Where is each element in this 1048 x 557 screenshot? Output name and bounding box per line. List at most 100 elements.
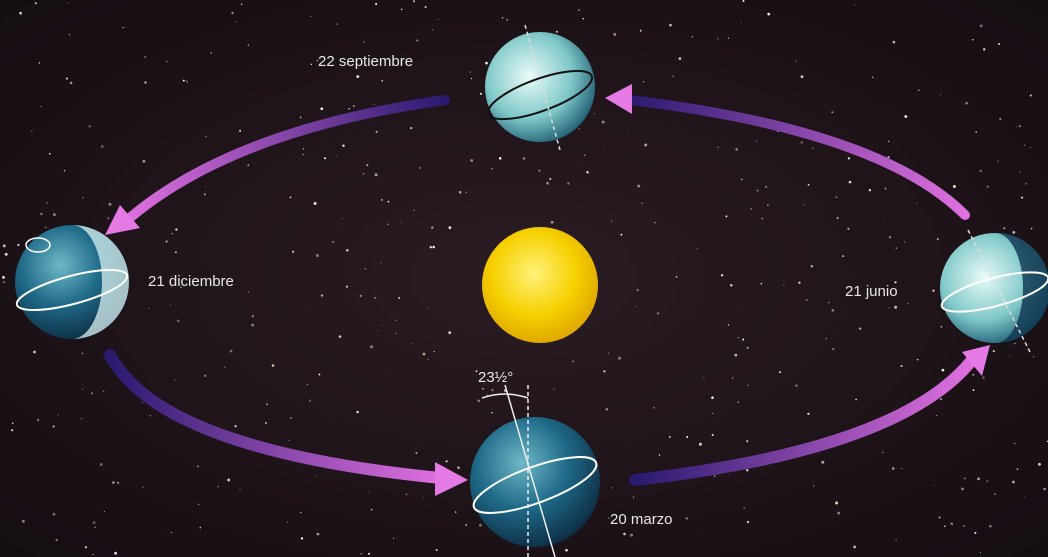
star [952, 185, 956, 188]
star [227, 478, 231, 482]
star [848, 180, 852, 184]
star [469, 71, 471, 73]
star [437, 19, 439, 20]
star [185, 80, 188, 83]
star [302, 153, 304, 156]
star [432, 245, 435, 249]
star [457, 466, 460, 469]
star [986, 480, 989, 483]
star [99, 463, 103, 466]
star [465, 191, 467, 193]
star [737, 401, 739, 403]
star [742, 0, 745, 2]
arrowhead [105, 205, 140, 235]
star [429, 245, 433, 249]
star [315, 254, 319, 257]
star [338, 335, 342, 338]
equator [487, 69, 593, 121]
star [171, 233, 173, 235]
star [318, 373, 321, 376]
star [122, 26, 124, 29]
star [668, 436, 671, 438]
star [217, 485, 220, 488]
star [611, 487, 613, 489]
star [309, 15, 312, 17]
star [380, 199, 383, 201]
star [348, 108, 350, 110]
star [795, 60, 797, 62]
star [169, 304, 171, 306]
star [247, 164, 250, 167]
star [210, 52, 212, 54]
star [40, 106, 42, 108]
star [538, 169, 541, 172]
star [553, 388, 555, 390]
star [1030, 227, 1033, 230]
star [691, 36, 693, 38]
star [40, 212, 43, 216]
star [963, 525, 965, 527]
star [972, 38, 974, 41]
star [395, 319, 397, 321]
star [610, 220, 613, 223]
star [1009, 356, 1011, 358]
star [742, 338, 745, 341]
star [374, 173, 378, 177]
star [932, 289, 935, 292]
arrow [629, 354, 978, 486]
star [33, 350, 36, 354]
star [813, 485, 815, 487]
star [387, 223, 389, 225]
star [1012, 480, 1015, 484]
star [377, 330, 379, 332]
star [381, 325, 383, 326]
star [373, 103, 375, 105]
star [69, 81, 73, 85]
star [251, 315, 254, 318]
star [618, 356, 621, 360]
star [360, 552, 363, 555]
star [11, 422, 14, 424]
star [400, 8, 403, 11]
star [567, 182, 570, 185]
star [734, 353, 738, 357]
earth-march [470, 384, 600, 557]
star [767, 12, 771, 16]
star [835, 501, 839, 505]
arrowhead [962, 345, 990, 376]
star [605, 408, 609, 411]
star [1021, 196, 1024, 199]
arrowhead [435, 462, 468, 496]
star [235, 21, 237, 23]
star [578, 9, 580, 11]
star [639, 29, 642, 32]
star [352, 105, 355, 107]
star [604, 146, 605, 148]
star [160, 529, 162, 531]
tilt-arc [481, 393, 529, 399]
star [68, 34, 71, 36]
star [477, 399, 481, 403]
star [380, 262, 382, 264]
star [892, 40, 896, 44]
star [938, 516, 941, 519]
star [57, 414, 59, 416]
star [84, 546, 88, 549]
date-label: 21 junio [845, 283, 898, 300]
star [368, 552, 371, 555]
star [316, 532, 320, 536]
star [144, 56, 146, 58]
star [362, 172, 365, 175]
star [433, 351, 435, 353]
star [578, 128, 580, 130]
star [747, 384, 749, 386]
star [199, 526, 202, 529]
earth-december [15, 225, 129, 339]
star [52, 425, 55, 428]
star [603, 370, 606, 373]
star [224, 366, 226, 368]
star [999, 117, 1002, 121]
star [341, 224, 343, 226]
